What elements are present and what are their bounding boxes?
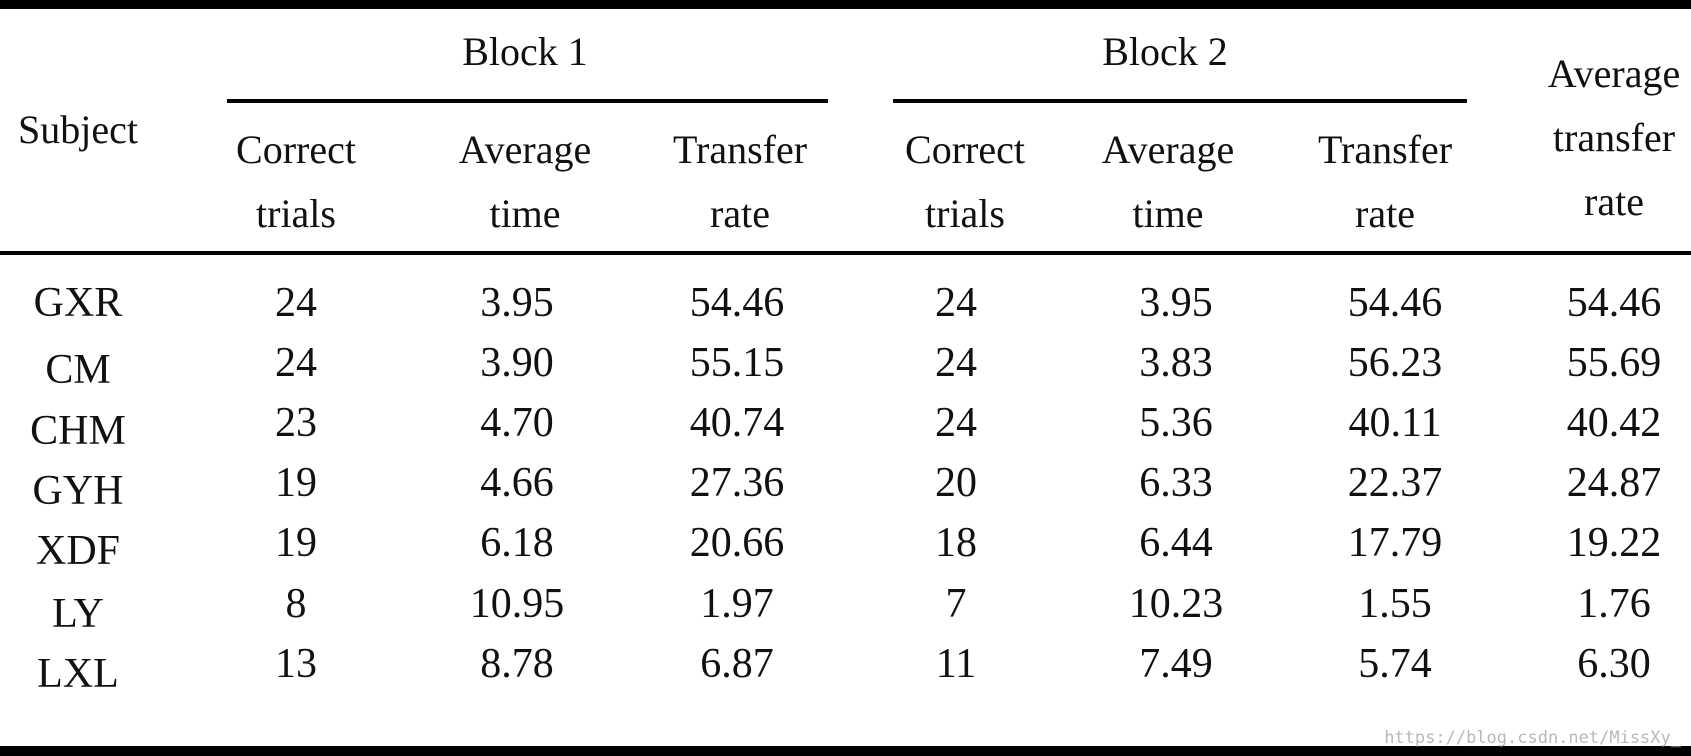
b1-transfer-rate-cell: 55.15 bbox=[689, 340, 785, 386]
b2-transfer-rate-cell: 1.55 bbox=[1358, 581, 1432, 627]
b2-transfer-rate-cell: 54.46 bbox=[1347, 280, 1443, 326]
b1-correct-trials-cell: 23 bbox=[275, 400, 317, 446]
b1-correct-trials-cell: 8 bbox=[285, 581, 307, 627]
b2-average-time-cell: 3.95 bbox=[1139, 280, 1213, 326]
b2-average-time-cell: 5.36 bbox=[1139, 400, 1213, 446]
average-transfer-rate-cell: 55.69 bbox=[1566, 340, 1662, 386]
b2-average-time-header: Average time bbox=[1101, 127, 1235, 236]
block-2-header: Block 2 bbox=[1102, 29, 1228, 74]
b2-correct-trials-cell: 11 bbox=[935, 641, 977, 687]
b1-average-time-cell: 4.70 bbox=[480, 400, 554, 446]
average-transfer-rate-cell: 19.22 bbox=[1566, 520, 1662, 566]
watermark: https://blog.csdn.net/MissXy_ bbox=[1384, 728, 1681, 748]
b2-transfer-rate-cell: 40.11 bbox=[1348, 400, 1442, 446]
b1-average-time-cell: 3.95 bbox=[480, 280, 554, 326]
b1-transfer-rate-cell: 20.66 bbox=[689, 520, 785, 566]
average-transfer-rate-cell: 40.42 bbox=[1566, 400, 1662, 446]
b2-transfer-rate-cell: 22.37 bbox=[1347, 460, 1443, 506]
average-transfer-rate-cell: 6.30 bbox=[1577, 641, 1651, 687]
b2-transfer-rate-header: Transfer rate bbox=[1317, 127, 1453, 236]
b1-average-time-cell: 6.18 bbox=[480, 520, 554, 566]
b1-correct-trials-header: Correct trials bbox=[236, 127, 356, 236]
b1-average-time-cell: 4.66 bbox=[480, 460, 554, 506]
b2-transfer-rate-cell: 17.79 bbox=[1347, 520, 1443, 566]
b2-correct-trials-cell: 7 bbox=[945, 581, 967, 627]
average-transfer-rate-cell: 24.87 bbox=[1566, 460, 1662, 506]
block-1-header: Block 1 bbox=[462, 29, 588, 74]
b2-correct-trials-header: Correct trials bbox=[905, 127, 1025, 236]
b1-correct-trials-cell: 19 bbox=[275, 520, 317, 566]
block-2-underline bbox=[893, 99, 1467, 103]
b1-correct-trials-cell: 24 bbox=[275, 280, 317, 326]
b1-average-time-cell: 10.95 bbox=[469, 581, 565, 627]
b1-average-time-cell: 8.78 bbox=[480, 641, 554, 687]
b1-average-time-cell: 3.90 bbox=[480, 340, 554, 386]
b2-average-time-cell: 6.33 bbox=[1139, 460, 1213, 506]
b1-average-time-header: Average time bbox=[458, 127, 592, 236]
b2-correct-trials-cell: 24 bbox=[935, 400, 977, 446]
b1-correct-trials-cell: 19 bbox=[275, 460, 317, 506]
bottom-rule bbox=[0, 746, 1691, 756]
subject-cell: CM bbox=[45, 347, 111, 393]
header-bottom-rule bbox=[0, 251, 1691, 255]
average-transfer-rate-cell: 54.46 bbox=[1566, 280, 1662, 326]
b2-average-time-cell: 3.83 bbox=[1139, 340, 1213, 386]
subject-cell: LY bbox=[52, 591, 104, 637]
b2-average-time-cell: 6.44 bbox=[1139, 520, 1213, 566]
b1-transfer-rate-header: Transfer rate bbox=[672, 127, 808, 236]
b2-correct-trials-cell: 20 bbox=[935, 460, 977, 506]
subject-cell: LXL bbox=[37, 651, 119, 697]
b2-average-time-cell: 7.49 bbox=[1139, 641, 1213, 687]
b1-transfer-rate-cell: 1.97 bbox=[700, 581, 774, 627]
average-transfer-rate-header: Average transfer rate bbox=[1547, 51, 1681, 224]
subject-cell: CHM bbox=[30, 408, 126, 454]
b1-transfer-rate-cell: 40.74 bbox=[689, 400, 785, 446]
average-transfer-rate-cell: 1.76 bbox=[1577, 581, 1651, 627]
b1-transfer-rate-cell: 54.46 bbox=[689, 280, 785, 326]
b2-transfer-rate-cell: 5.74 bbox=[1358, 641, 1432, 687]
b2-correct-trials-cell: 24 bbox=[935, 340, 977, 386]
b1-transfer-rate-cell: 27.36 bbox=[689, 460, 785, 506]
subject-header: Subject bbox=[18, 107, 138, 152]
subject-cell: GXR bbox=[33, 280, 123, 326]
b2-correct-trials-cell: 24 bbox=[935, 280, 977, 326]
b2-transfer-rate-cell: 56.23 bbox=[1347, 340, 1443, 386]
b1-correct-trials-cell: 13 bbox=[275, 641, 317, 687]
subject-cell: XDF bbox=[35, 528, 121, 574]
b2-correct-trials-cell: 18 bbox=[935, 520, 977, 566]
top-rule bbox=[0, 0, 1691, 9]
subject-cell: GYH bbox=[32, 468, 124, 514]
b1-correct-trials-cell: 24 bbox=[275, 340, 317, 386]
b1-transfer-rate-cell: 6.87 bbox=[700, 641, 774, 687]
block-1-underline bbox=[227, 99, 828, 103]
b2-average-time-cell: 10.23 bbox=[1128, 581, 1224, 627]
